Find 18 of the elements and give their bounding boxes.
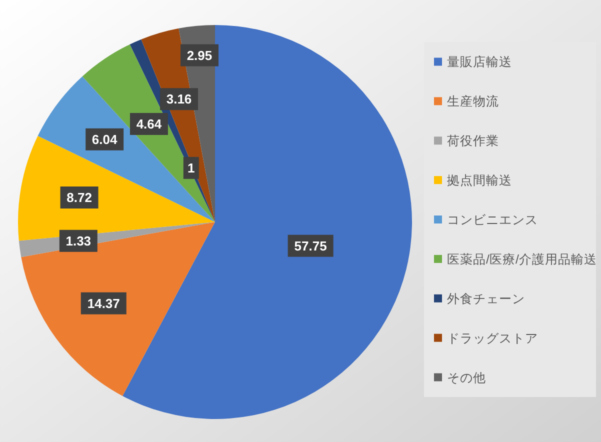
data-label: 3.16 xyxy=(166,92,192,107)
data-label: 1.33 xyxy=(66,233,92,248)
legend-label: 荷役作業 xyxy=(447,134,499,148)
legend-label: コンビニエンス xyxy=(447,213,538,227)
data-label: 6.04 xyxy=(92,132,118,147)
legend-label: その他 xyxy=(447,370,486,385)
legend-label: 量販店輸送 xyxy=(447,54,512,70)
data-label: 14.37 xyxy=(87,296,120,311)
data-label: 2.95 xyxy=(186,48,212,63)
data-label: 4.64 xyxy=(136,116,162,132)
data-label: 8.72 xyxy=(66,190,92,206)
data-label: 57.75 xyxy=(294,238,327,254)
legend-label: 医薬品/医療/介護用品輸送 xyxy=(447,252,597,266)
legend-label: 生産物流 xyxy=(447,94,499,109)
legend-label: ドラッグストア xyxy=(447,331,538,346)
legend-label: 外食チェーン xyxy=(447,292,525,306)
legend-label: 拠点間輸送 xyxy=(447,174,512,188)
data-label: 1 xyxy=(188,160,195,176)
